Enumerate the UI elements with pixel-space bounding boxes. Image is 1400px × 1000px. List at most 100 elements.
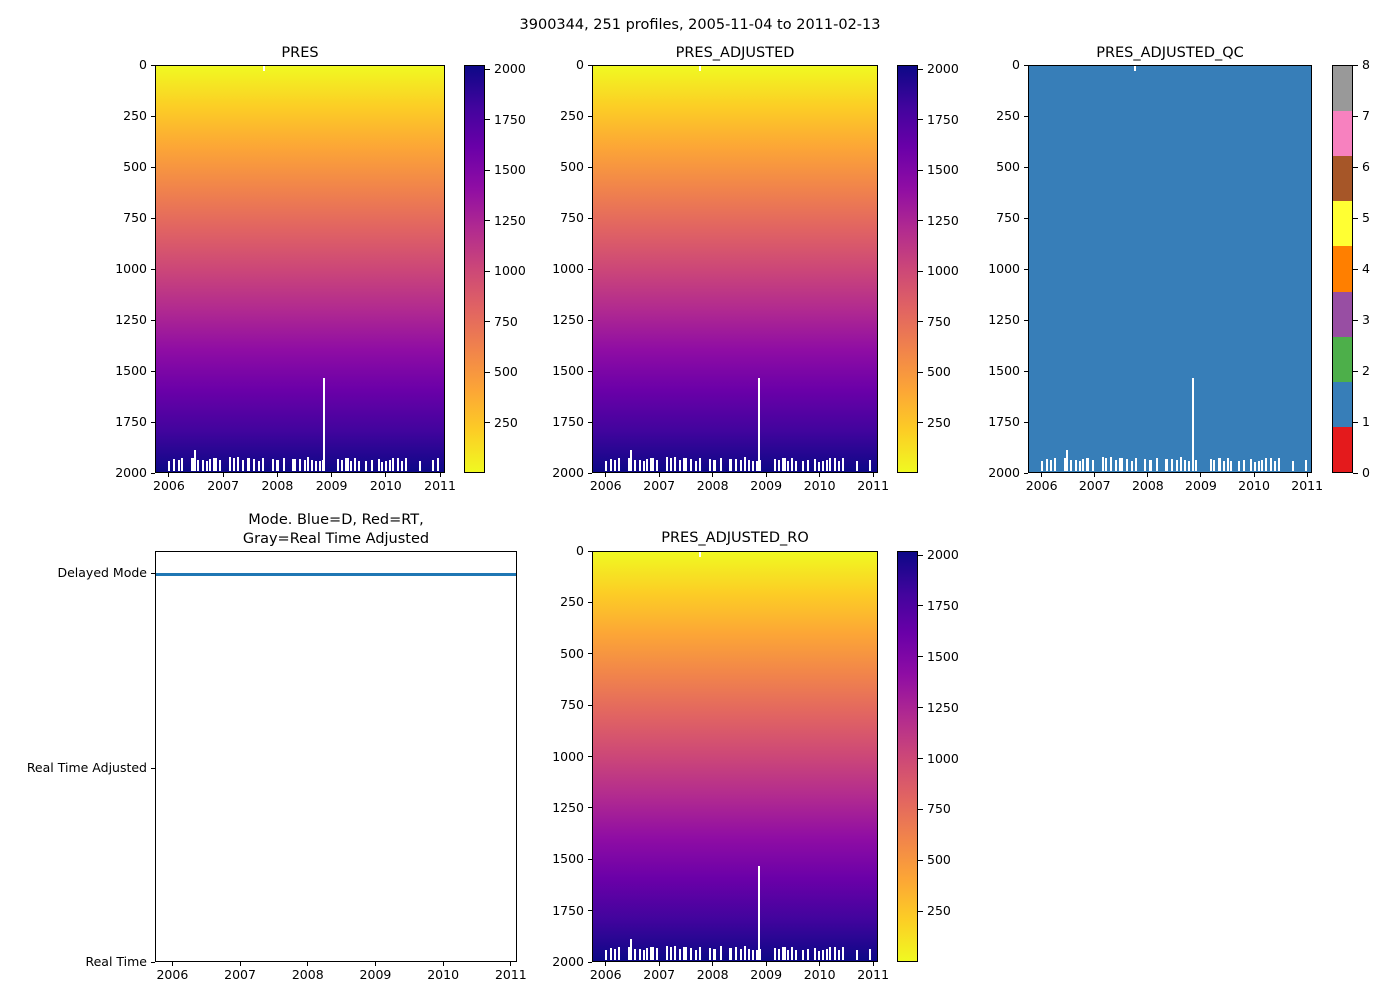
missing-surface-notch: [698, 66, 701, 72]
missing-data-gap: [802, 460, 805, 471]
colorbar-tick-mark: [918, 169, 923, 171]
missing-data-gap: [650, 946, 654, 960]
x-tick-mark: [765, 473, 767, 477]
missing-data-gap: [353, 457, 356, 471]
missing-data-gap: [1085, 457, 1090, 471]
y-tick-mark: [1024, 268, 1028, 270]
y-tick-mark: [151, 166, 155, 168]
x-tick-label: 2010: [1238, 478, 1270, 493]
y-tick-mark: [588, 370, 592, 372]
y-tick-mark: [1024, 319, 1028, 321]
missing-data-gap: [1109, 457, 1112, 471]
colorbar-tick-label: 750: [494, 313, 518, 329]
missing-data-spike: [630, 938, 633, 960]
missing-data-gap: [401, 461, 404, 471]
colorbar-tick-label: 250: [927, 414, 951, 430]
missing-data-gap: [743, 946, 746, 960]
y-tick-label: 750: [560, 697, 584, 713]
missing-data-gap: [357, 460, 360, 471]
x-tick-label: 2006: [153, 478, 185, 493]
missing-data-gap: [759, 460, 762, 471]
missing-data-gap: [282, 457, 285, 471]
missing-data-gap: [669, 946, 672, 960]
missing-data-gap: [782, 947, 786, 960]
pres-adjusted-ro-heatmap: [592, 551, 878, 962]
colorbar-tick-mark: [918, 68, 923, 70]
missing-data-gap: [345, 458, 349, 471]
y-tick-mark: [151, 319, 155, 321]
y-tick-label: 1500: [988, 363, 1020, 378]
missing-data-gap: [628, 457, 632, 471]
missing-data-gap: [698, 458, 701, 471]
x-tick-mark: [658, 962, 660, 966]
missing-data-gap: [1070, 460, 1073, 471]
colorbar-tick-mark: [485, 371, 490, 373]
missing-data-gap: [828, 947, 831, 960]
y-tick-label: Real Time Adjusted: [26, 760, 147, 775]
colorbar-tick-label: 1250: [494, 212, 526, 228]
missing-data-gap: [825, 949, 828, 960]
missing-data-gap: [828, 458, 831, 471]
missing-data-gap: [1119, 457, 1123, 471]
missing-data-gap: [604, 949, 607, 960]
missing-data-gap: [437, 458, 440, 471]
missing-data-gap: [639, 949, 642, 960]
colorbar-tick-mark: [918, 371, 923, 373]
x-tick-label: 2011: [494, 967, 527, 982]
colorbar-tick-label: 1500: [927, 648, 959, 664]
colorbar-tick-label: 1750: [494, 111, 526, 127]
x-tick-mark: [712, 473, 714, 477]
y-tick-label: 1500: [552, 851, 584, 867]
missing-data-gap: [1305, 459, 1308, 471]
missing-data-gap: [837, 461, 840, 471]
missing-data-gap: [1144, 459, 1147, 471]
colorbar-tick-label: 1250: [927, 699, 959, 715]
missing-data-gap: [821, 950, 824, 960]
x-tick-label: 2008: [291, 967, 324, 982]
missing-data-gap: [1078, 460, 1081, 471]
colorbar-tick-label: 250: [927, 903, 951, 919]
missing-data-gap: [646, 947, 649, 960]
missing-data-gap: [1134, 458, 1137, 471]
missing-data-gap: [712, 459, 717, 471]
colorbar-tick-label: 7: [1362, 108, 1370, 123]
missing-data-gap: [292, 459, 296, 471]
missing-data-gap: [683, 946, 687, 960]
y-tick-label: 1000: [115, 261, 147, 276]
missing-data-gap: [743, 457, 746, 471]
y-tick-label: 250: [996, 108, 1020, 123]
missing-data-gap: [303, 460, 306, 471]
missing-data-gap: [1243, 460, 1246, 471]
x-tick-mark: [385, 473, 387, 477]
y-tick-mark: [588, 961, 592, 963]
missing-data-gap: [669, 457, 672, 471]
x-tick-mark: [1253, 473, 1255, 477]
y-tick-mark: [588, 166, 592, 168]
colorbar-tick-label: 4: [1362, 261, 1370, 276]
colorbar-tick-mark: [918, 910, 923, 912]
y-tick-mark: [151, 472, 155, 474]
qc-color-segment-7: [1333, 111, 1352, 157]
missing-data-gap: [1054, 457, 1057, 471]
missing-data-gap: [258, 461, 261, 471]
missing-data-gap: [236, 457, 239, 471]
missing-data-gap: [841, 946, 844, 960]
qc-color-segment-5: [1333, 201, 1352, 247]
missing-data-gap: [841, 458, 844, 471]
y-tick-mark: [151, 421, 155, 423]
y-tick-mark: [1024, 421, 1028, 423]
y-tick-mark: [151, 961, 155, 963]
x-tick-label: 2006: [589, 478, 622, 493]
missing-data-gap: [642, 949, 645, 960]
y-tick-label: 750: [560, 210, 584, 225]
colorbar-tick-mark: [918, 656, 923, 658]
colorbar-tick-mark: [918, 422, 923, 423]
colorbar-tick-mark: [918, 220, 923, 222]
missing-data-gap: [695, 950, 698, 960]
missing-data-gap: [673, 457, 676, 471]
x-tick-mark: [1200, 473, 1202, 477]
colorbar-tick-label: 750: [927, 801, 951, 817]
qc-color-segment-0: [1333, 426, 1352, 472]
figure-suptitle: 3900344, 251 profiles, 2005-11-04 to 201…: [519, 17, 881, 33]
y-tick-mark: [588, 421, 592, 423]
